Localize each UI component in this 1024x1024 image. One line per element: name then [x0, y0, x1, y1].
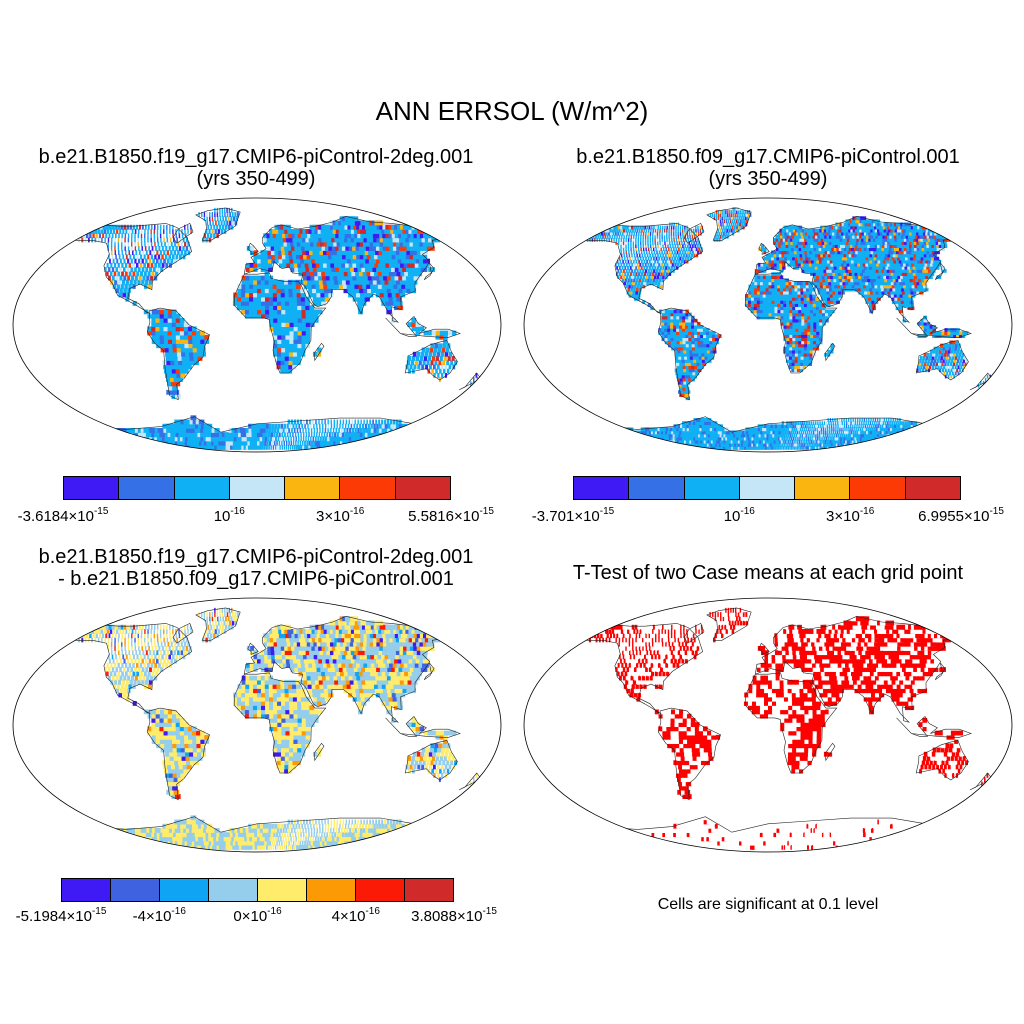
panel-3-map: [12, 597, 502, 853]
map-cells: [74, 607, 482, 852]
panel-3-title: b.e21.B1850.f19_g17.CMIP6-piControl-2deg…: [0, 546, 512, 590]
colorbar-swatch: [209, 879, 258, 901]
panel-3-title-line1: b.e21.B1850.f19_g17.CMIP6-piControl-2deg…: [38, 546, 474, 568]
colorbar-swatch: [684, 477, 740, 499]
panel-1-title-line2: (yrs 350-499): [196, 168, 316, 190]
colorbar-tick-label: 3×10-16: [826, 506, 875, 525]
map-cells: [585, 607, 993, 852]
map-boundary: [523, 197, 1013, 453]
colorbar-swatch: [405, 879, 453, 901]
colorbar-tick-label: 10-16: [213, 506, 245, 525]
map-cells: [585, 207, 993, 452]
colorbar-tick-label: 3.8088×10-15: [411, 906, 497, 925]
colorbar-tick-label: 10-16: [723, 506, 755, 525]
colorbar-swatch: [64, 477, 120, 499]
panel-2-colorbar: [573, 476, 961, 500]
panel-3-colorbar: [61, 878, 454, 902]
panel-1-title-line1: b.e21.B1850.f19_g17.CMIP6-piControl-2deg…: [38, 146, 474, 168]
colorbar-swatch: [395, 477, 450, 499]
map-boundary: [523, 597, 1013, 853]
panel-3-colorbar-ticks: -5.1984×10-15 -4×10-16 0×10-16 4×10-16 3.808…: [0, 906, 512, 930]
colorbar-swatch: [905, 477, 960, 499]
figure-title: ANN ERRSOL (W/m^2): [375, 96, 649, 126]
colorbar-swatch: [307, 879, 356, 901]
colorbar-swatch: [356, 879, 405, 901]
colorbar-tick-label: -5.1984×10-15: [15, 906, 107, 925]
panel-1-colorbar-ticks: -3.6184×10-15 10-16 3×10-16 5.5816×10-15: [0, 506, 512, 530]
colorbar-swatch: [111, 879, 160, 901]
panel-1-colorbar: [63, 476, 451, 500]
colorbar-tick-label: 4×10-16: [331, 906, 380, 925]
panel-4-title: T-Test of two Case means at each grid po…: [512, 562, 1024, 584]
colorbar-swatch: [258, 879, 307, 901]
panel-2-title-line1: b.e21.B1850.f09_g17.CMIP6-piControl.001: [576, 146, 960, 168]
colorbar-swatch: [340, 477, 396, 499]
colorbar-swatch: [795, 477, 851, 499]
colorbar-swatch: [629, 477, 685, 499]
colorbar-tick-label: -3.701×10-15: [531, 506, 615, 525]
panel-2-colorbar-ticks: -3.701×10-15 10-16 3×10-16 6.9955×10-15: [512, 506, 1024, 530]
colorbar-tick-label: 6.9955×10-15: [918, 506, 1004, 525]
map-boundary: [12, 197, 502, 453]
colorbar-swatch: [285, 477, 341, 499]
colorbar-swatch: [62, 879, 111, 901]
colorbar-swatch: [160, 879, 209, 901]
colorbar-tick-label: 5.5816×10-15: [408, 506, 494, 525]
colorbar-swatch: [574, 477, 630, 499]
colorbar-tick-label: 3×10-16: [316, 506, 365, 525]
map-boundary: [12, 597, 502, 853]
colorbar-swatch: [119, 477, 175, 499]
colorbar-swatch: [739, 477, 796, 499]
map-cells: [74, 207, 482, 452]
significance-note: Cells are significant at 0.1 level: [657, 896, 879, 913]
colorbar-tick-label: -4×10-16: [132, 906, 186, 925]
panel-2-map: [523, 197, 1013, 453]
colorbar-swatch: [174, 477, 230, 499]
panel-4-map: [523, 597, 1013, 853]
panel-2-title: b.e21.B1850.f09_g17.CMIP6-piControl.001 …: [512, 146, 1024, 190]
colorbar-tick-label: 0×10-16: [233, 906, 282, 925]
colorbar-swatch: [850, 477, 906, 499]
panel-4-title-line1: T-Test of two Case means at each grid po…: [572, 562, 964, 584]
panel-1-map: [12, 197, 502, 453]
colorbar-tick-label: -3.6184×10-15: [17, 506, 109, 525]
panel-1-title: b.e21.B1850.f19_g17.CMIP6-piControl-2deg…: [0, 146, 512, 190]
colorbar-swatch: [229, 477, 286, 499]
panel-3-title-line2: - b.e21.B1850.f09_g17.CMIP6-piControl.00…: [58, 568, 454, 590]
panel-2-title-line2: (yrs 350-499): [708, 168, 828, 190]
